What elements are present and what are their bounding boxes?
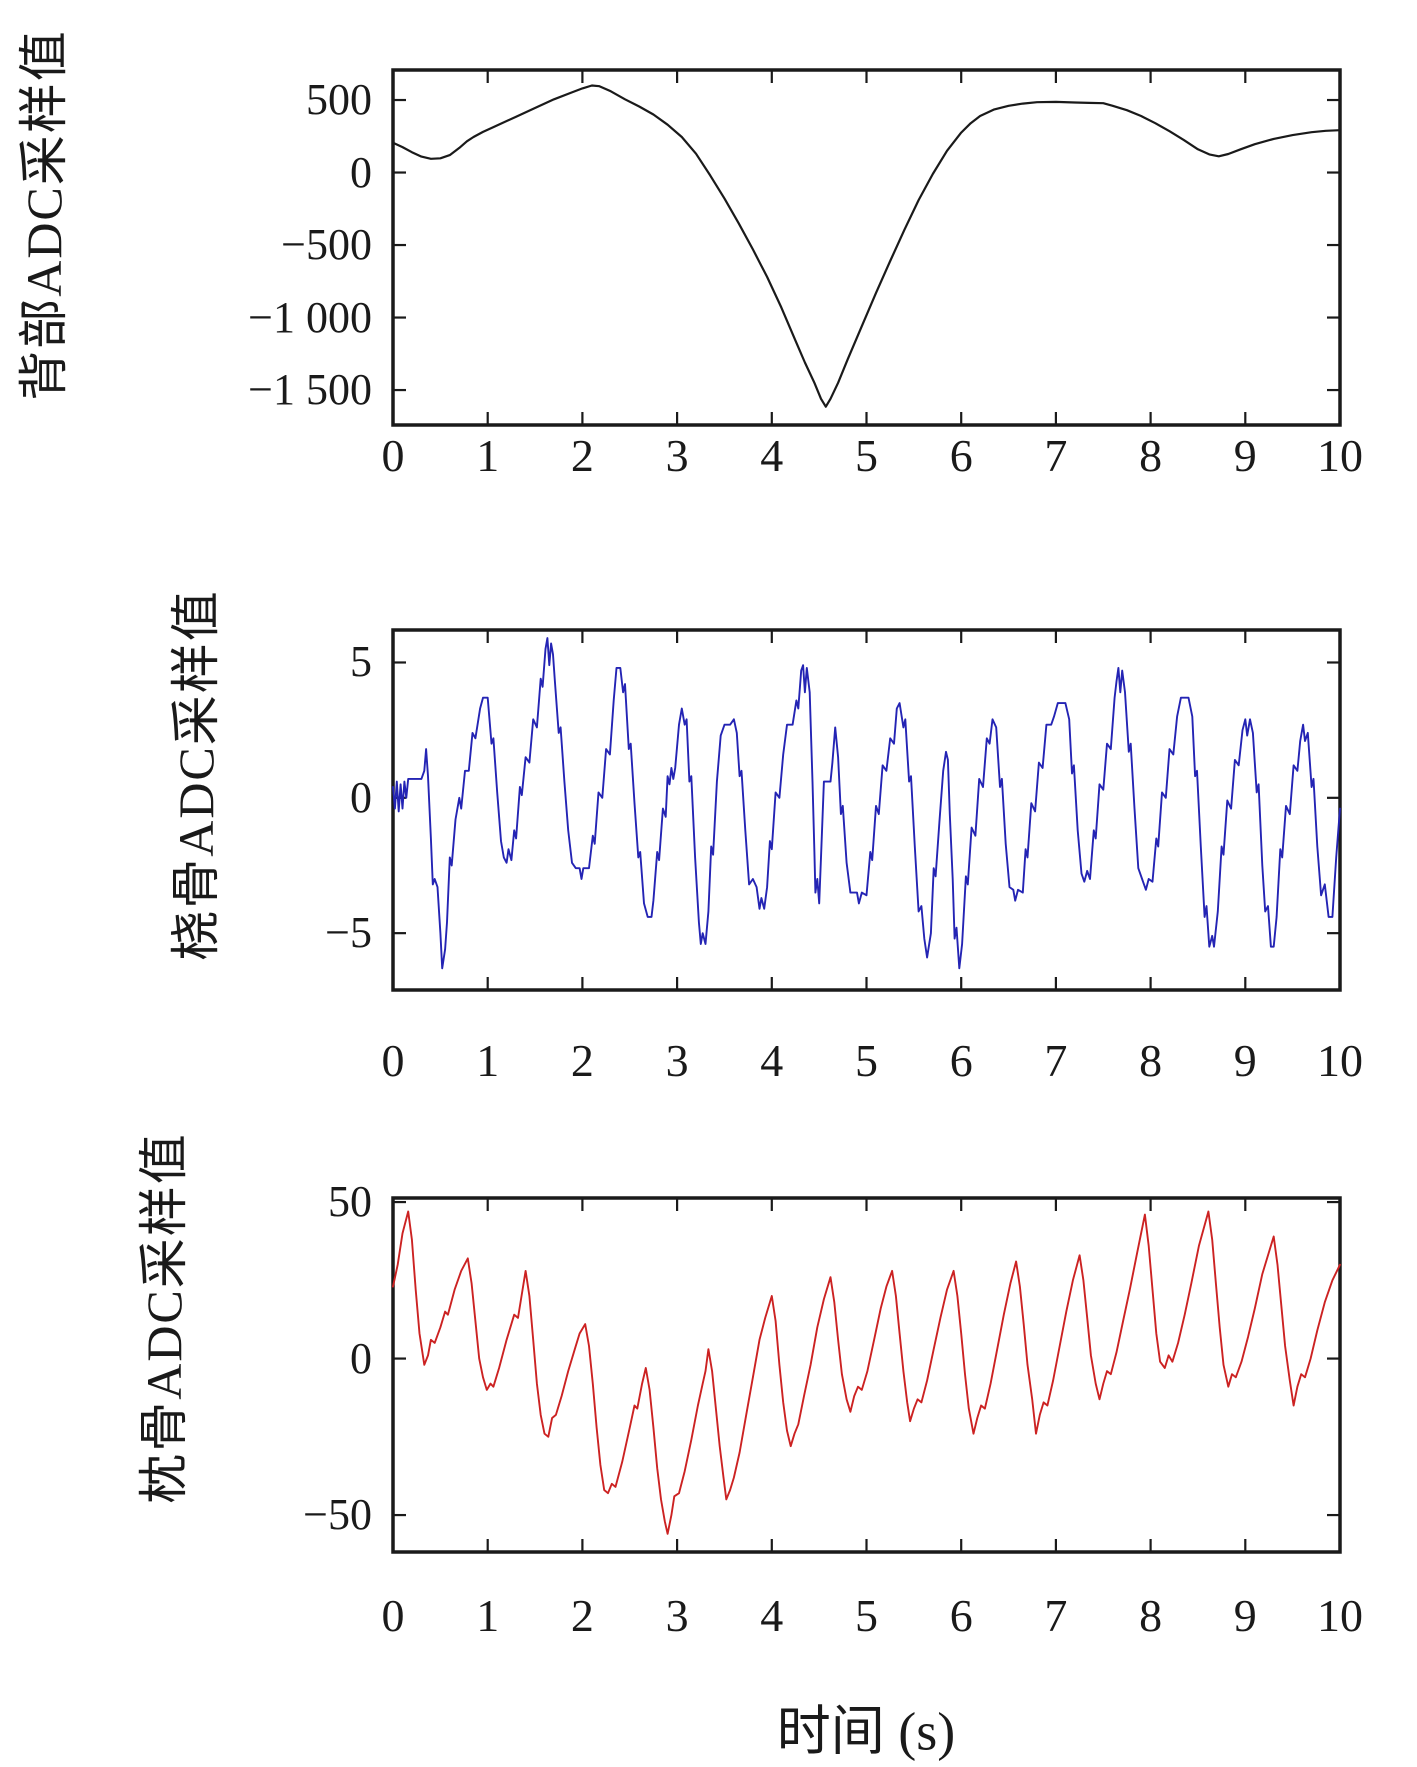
x-tick-label: 7 — [1044, 1590, 1068, 1641]
x-tick-label: 5 — [855, 430, 878, 481]
x-tick-label: 9 — [1233, 1590, 1257, 1641]
x-tick-label: 8 — [1139, 1590, 1163, 1641]
x-tick-label: 0 — [381, 1035, 405, 1086]
x-tick-label: 6 — [949, 1590, 973, 1641]
y-tick-label: 0 — [350, 1333, 372, 1383]
y-tick-label: 500 — [306, 75, 372, 125]
x-tick-label: 5 — [855, 1035, 878, 1086]
x-tick-label: 9 — [1233, 1035, 1257, 1086]
y-tick-label: 5 — [350, 637, 372, 687]
x-tick-label: 0 — [381, 430, 405, 481]
x-tick-label: 6 — [949, 1035, 973, 1086]
y-tick-label: 50 — [328, 1177, 372, 1227]
x-tick-label: 0 — [381, 1590, 405, 1641]
x-tick-label: 4 — [760, 430, 784, 481]
y-tick-label: −500 — [281, 220, 372, 270]
y-tick-label: −1 000 — [248, 292, 372, 342]
x-tick-label: 2 — [570, 430, 594, 481]
x-tick-label: 4 — [760, 1035, 784, 1086]
x-tick-label: 7 — [1044, 430, 1068, 481]
x-axis-title: 时间 (s) — [776, 1701, 956, 1762]
x-tick-label: 5 — [855, 1590, 878, 1641]
x-tick-label: 1 — [476, 1590, 500, 1641]
x-tick-label: 8 — [1139, 430, 1163, 481]
x-tick-label: 2 — [570, 1035, 594, 1086]
x-tick-label: 2 — [570, 1590, 594, 1641]
y-tick-label: −50 — [303, 1490, 372, 1540]
x-tick-label: 10 — [1317, 1590, 1363, 1641]
y-tick-label: 0 — [350, 147, 372, 197]
x-tick-label: 4 — [760, 1590, 784, 1641]
x-tick-label: 7 — [1044, 1035, 1068, 1086]
x-tick-label: 10 — [1317, 1035, 1363, 1086]
x-tick-label: 1 — [476, 1035, 500, 1086]
y-tick-label: 0 — [350, 772, 372, 822]
x-tick-label: 3 — [665, 1590, 689, 1641]
x-tick-label: 3 — [665, 430, 689, 481]
x-tick-label: 9 — [1233, 430, 1257, 481]
y-tick-label: −1 500 — [248, 365, 372, 415]
x-tick-label: 3 — [665, 1035, 689, 1086]
y-tick-label: −5 — [325, 908, 372, 958]
x-tick-label: 8 — [1139, 1035, 1163, 1086]
x-tick-label: 1 — [476, 430, 500, 481]
x-tick-label: 10 — [1317, 430, 1363, 481]
x-tick-label: 6 — [949, 430, 973, 481]
